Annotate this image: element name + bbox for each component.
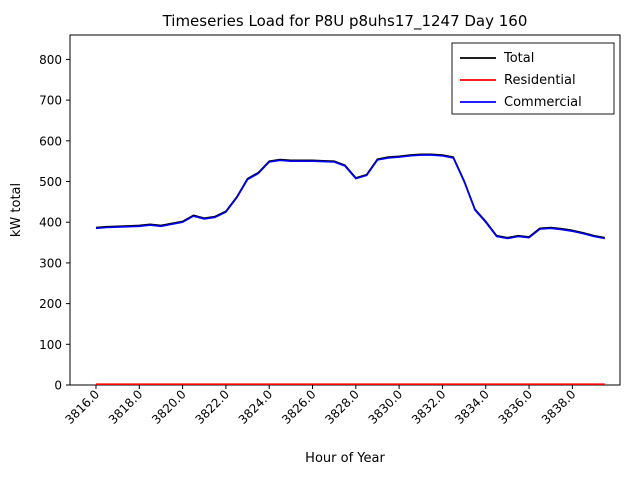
y-tick-label: 400 xyxy=(39,216,62,230)
x-axis-label: Hour of Year xyxy=(305,451,385,466)
x-tick-label: 3834.0 xyxy=(452,387,492,427)
legend-label-residential: Residential xyxy=(504,73,576,88)
x-tick-label: 3824.0 xyxy=(236,387,276,427)
series-lines xyxy=(95,153,605,385)
plot-area-frame xyxy=(69,34,621,386)
series-line-total xyxy=(95,153,605,239)
x-tick-label: 3836.0 xyxy=(496,387,536,427)
x-tick-label: 3816.0 xyxy=(63,387,103,427)
y-tick-label: 800 xyxy=(39,53,62,67)
x-tick-label: 3828.0 xyxy=(322,387,362,427)
y-tick-label: 0 xyxy=(54,379,62,393)
legend-label-commercial: Commercial xyxy=(504,95,582,110)
x-tick-label: 3830.0 xyxy=(366,387,406,427)
y-tick-label: 500 xyxy=(39,175,62,189)
x-tick-label: 3826.0 xyxy=(279,387,319,427)
x-axis-ticks: 3816.0 3818.0 3820.0 3822.0 3824.0 3826.0 3828… xyxy=(63,385,579,427)
legend-label-total: Total xyxy=(503,51,534,66)
y-axis-ticks: 0 100 200 300 400 500 600 700 800 xyxy=(39,53,70,393)
x-tick-label: 3838.0 xyxy=(539,387,579,427)
x-tick-label: 3820.0 xyxy=(149,387,189,427)
series-line-commercial xyxy=(95,154,605,240)
legend: Total Residential Commercial xyxy=(451,42,615,115)
y-tick-label: 200 xyxy=(39,297,62,311)
y-tick-label: 600 xyxy=(39,134,62,148)
y-tick-label: 300 xyxy=(39,256,62,270)
y-axis-label: kW total xyxy=(9,183,24,237)
x-tick-label: 3822.0 xyxy=(192,387,232,427)
y-tick-label: 700 xyxy=(39,94,62,108)
x-tick-label: 3832.0 xyxy=(409,387,449,427)
x-tick-label: 3818.0 xyxy=(106,387,146,427)
y-tick-label: 100 xyxy=(39,338,62,352)
chart-title: Timeseries Load for P8U p8uhs17_1247 Day… xyxy=(162,12,528,31)
